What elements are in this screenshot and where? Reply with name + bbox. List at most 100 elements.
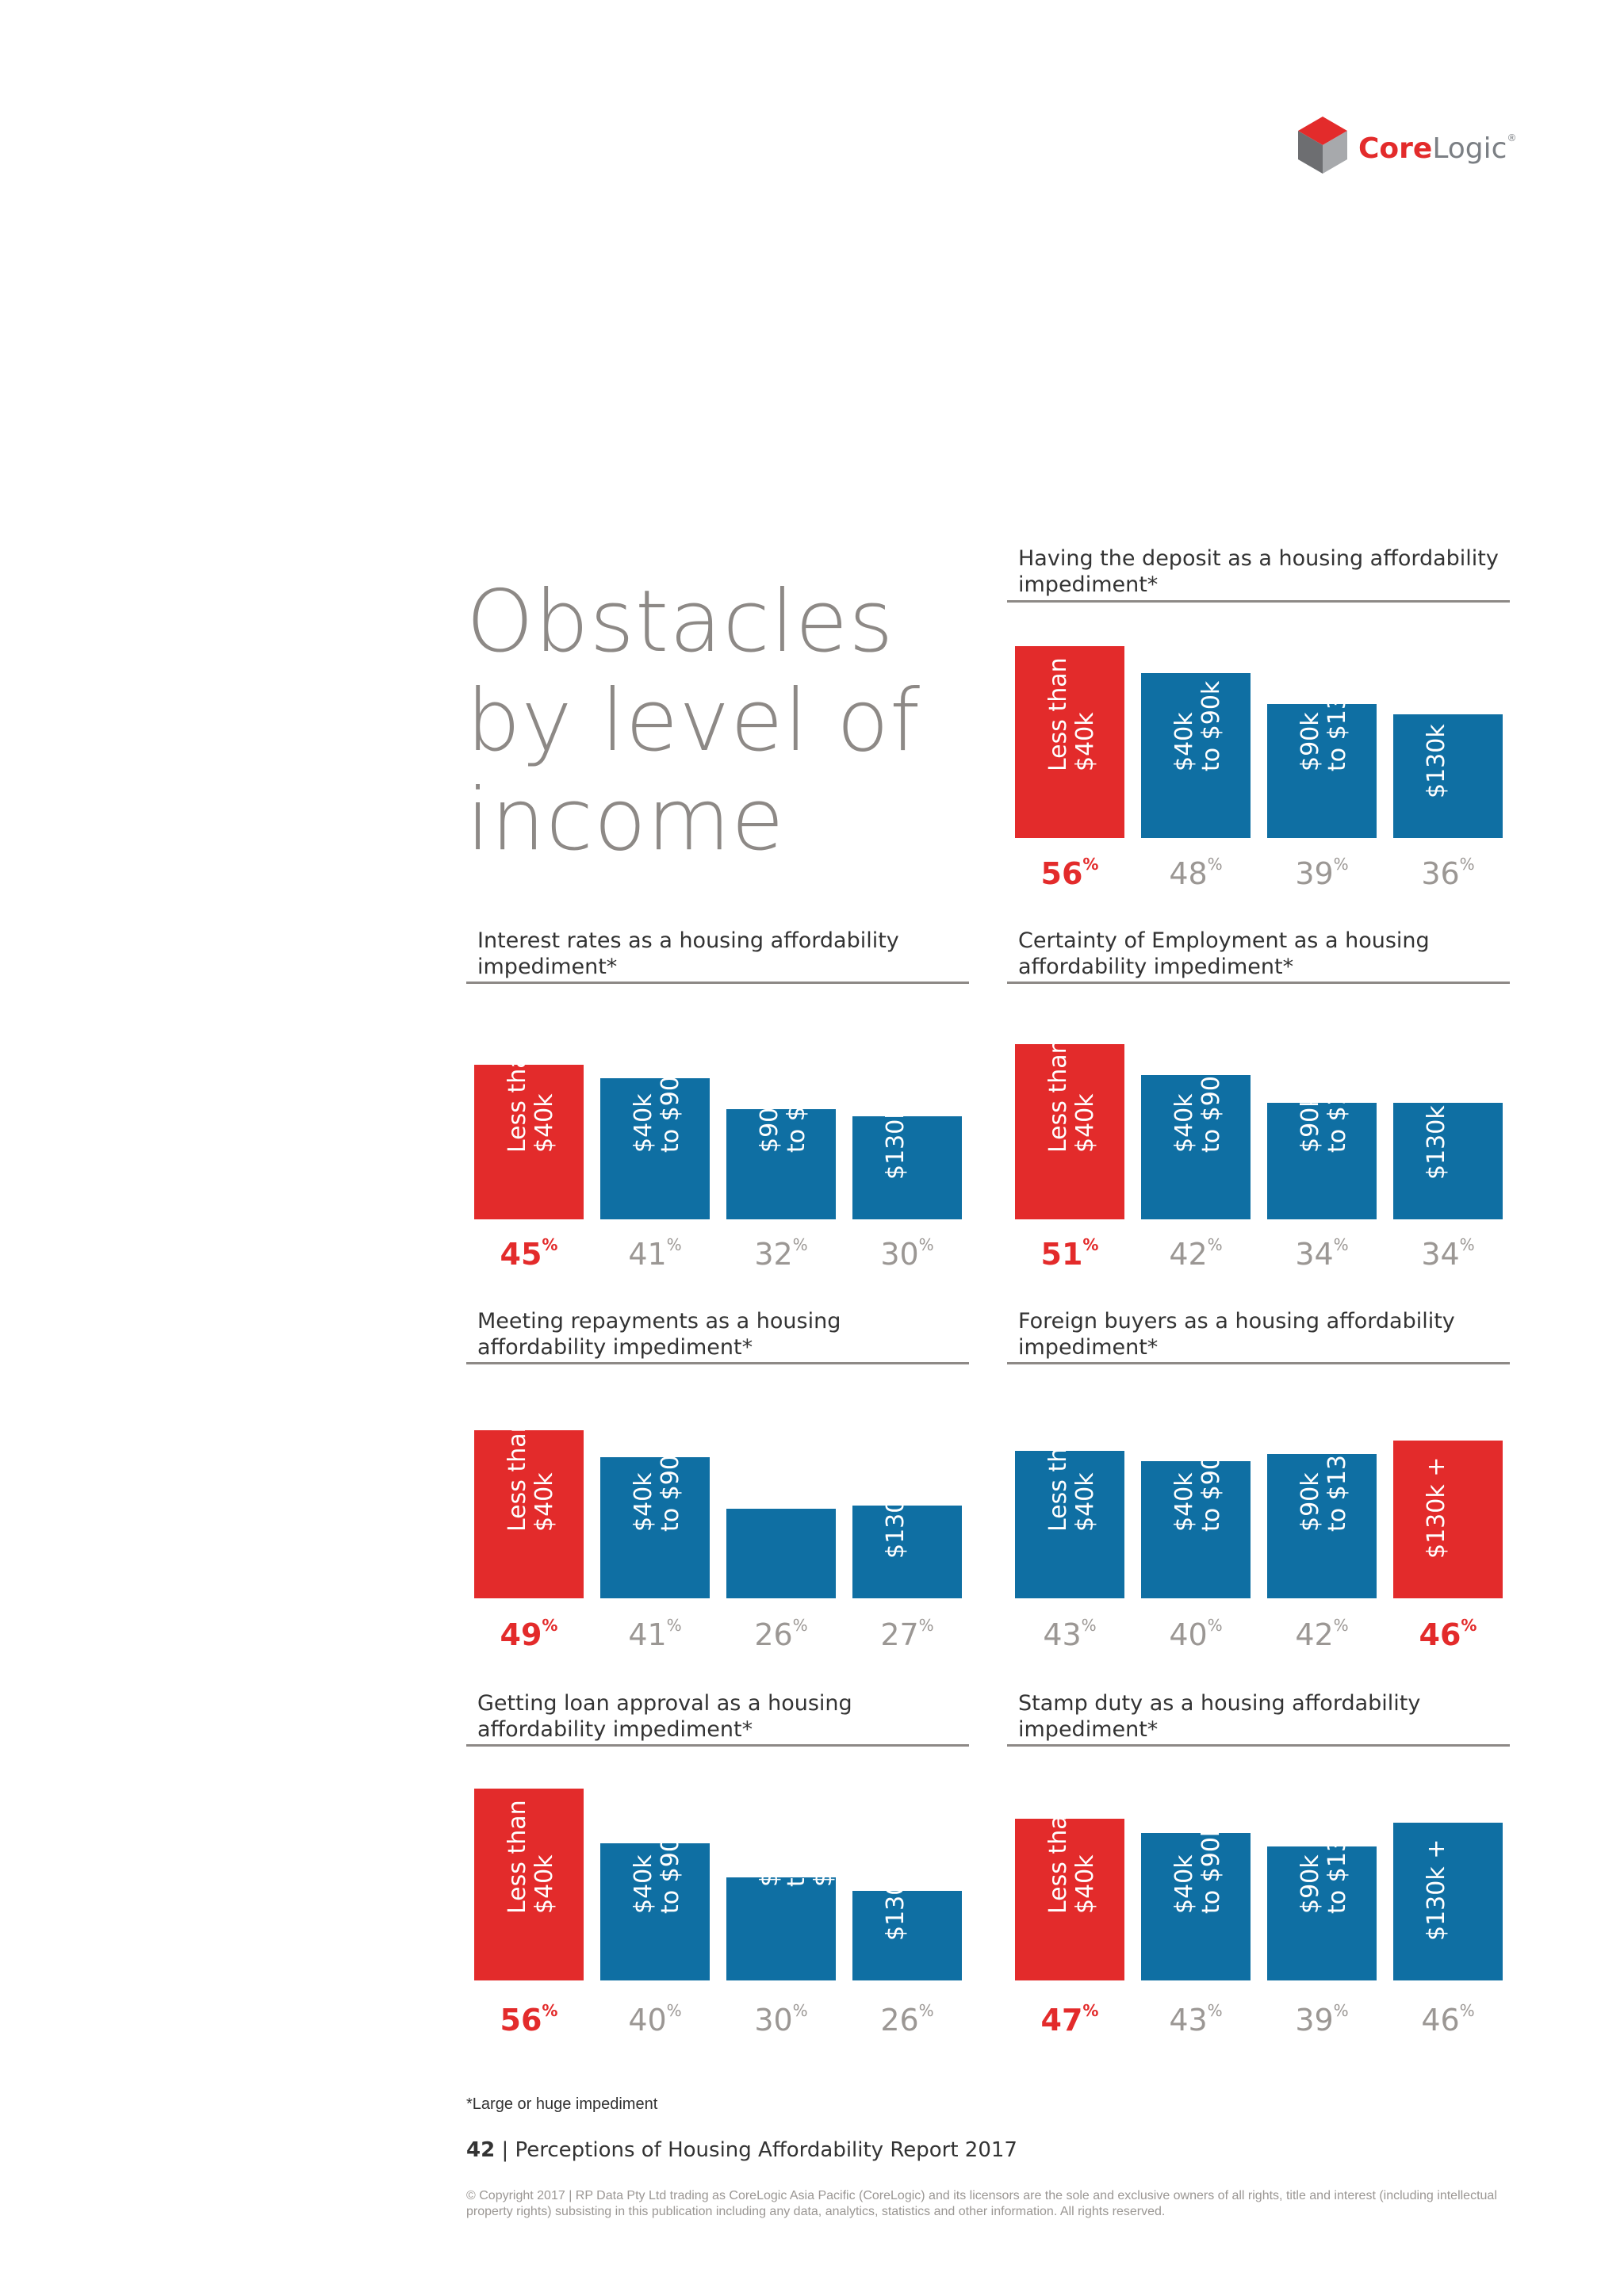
bar-category-label: $90k to $130k xyxy=(1297,1808,1351,1914)
bar-category-label: Less than $40k xyxy=(1044,657,1099,771)
page-number: 42 xyxy=(466,2138,496,2162)
chart-bar: $40k to $90k xyxy=(1141,1062,1251,1219)
bar-value-label: 46% xyxy=(1419,1616,1477,1652)
bar-value-label: 41% xyxy=(628,1616,682,1652)
bar-value-label: 56% xyxy=(500,2001,558,2038)
page-footer: 42 | Perceptions of Housing Affordabilit… xyxy=(466,2138,1017,2162)
chart-bar: Less than $40k xyxy=(1015,1039,1124,1219)
title-line-2: by level of xyxy=(466,672,921,771)
title-line-3: income xyxy=(466,771,785,870)
bar-category-label: $40k to $90k xyxy=(1170,1062,1225,1153)
bar-value-label: 49% xyxy=(500,1616,558,1652)
bar-value-label: 36% xyxy=(1421,855,1475,891)
bar-category-label: Less than $40k xyxy=(1044,1039,1099,1153)
chart-bar: $90k to $130k xyxy=(1267,1808,1377,1980)
title-line-1: Obstacles xyxy=(466,572,894,672)
bar-value-label: 32% xyxy=(754,1235,808,1272)
bar-value-label: 41% xyxy=(628,1235,682,1272)
bar-category-label: Less than $40k xyxy=(1044,1800,1099,1914)
chart-bar: $90k to $130k xyxy=(726,1047,836,1219)
chart-bar: $130k + xyxy=(852,1839,962,1980)
chart-title-rule xyxy=(466,1362,969,1364)
chart-title: Having the deposit as a housing affordab… xyxy=(1018,546,1499,597)
bar-category-label: $40k to $90k xyxy=(1170,1823,1225,1914)
chart-bar: Less than $40k xyxy=(474,1039,584,1219)
bar-category-label: $130k + xyxy=(1423,1077,1450,1180)
bar-value-label: 39% xyxy=(1295,2001,1349,2038)
chart-bar: $130k + xyxy=(1393,1078,1503,1219)
bar-value-label: 34% xyxy=(1421,1235,1475,1272)
chart-bar: $90k to $130k xyxy=(1267,1047,1377,1219)
chart-bar: $130k + xyxy=(852,1078,962,1219)
bar-value-label: 26% xyxy=(754,1616,808,1652)
bar-value-label: 26% xyxy=(880,2001,934,2038)
bar-category-label: $90k to $130k xyxy=(1297,665,1351,771)
chart-title-rule xyxy=(466,982,969,984)
bar-category-label: Less than $40k xyxy=(504,1800,558,1914)
bar-category-label: $90k to $130k xyxy=(756,1812,837,1887)
bar-category-label: $40k to $90k xyxy=(630,1062,684,1153)
logo-core: Core xyxy=(1358,132,1433,165)
bar-category-label: $130k + xyxy=(1423,1839,1450,1941)
bar-value-label: 34% xyxy=(1295,1235,1349,1272)
chart-title-rule xyxy=(1007,600,1510,603)
bar-category-label: $90k to $130k xyxy=(756,1047,810,1153)
bar-value-label: 30% xyxy=(754,2001,808,2038)
bar-category-label: $40k to $90k xyxy=(630,1441,684,1532)
bar-category-label: $90k to $130k xyxy=(756,1430,837,1505)
chart-title: Interest rates as a housing affordabilit… xyxy=(477,928,899,979)
report-title: Perceptions of Housing Affordability Rep… xyxy=(515,2138,1017,2162)
logo-logic: Logic xyxy=(1432,132,1507,165)
bar-category-label: $40k to $90k xyxy=(1170,1441,1225,1532)
chart-bar: $40k to $90k xyxy=(1141,1823,1251,1980)
bar-value-label: 30% xyxy=(880,1235,934,1272)
bar-category-label: $130k + xyxy=(882,1456,910,1559)
page-separator: | xyxy=(495,2138,515,2162)
bar-category-label: $90k to $130k xyxy=(1297,1047,1351,1153)
bar-category-label: $90k to $130k xyxy=(1297,1425,1351,1532)
chart-bar: $130k + xyxy=(1393,1823,1503,1980)
chart-title: Certainty of Employment as a housing aff… xyxy=(1018,928,1430,979)
bar-category-label: $130k + xyxy=(882,1839,910,1941)
chart-bar: $40k to $90k xyxy=(600,1441,710,1598)
bar-category-label: $40k to $90k xyxy=(1170,680,1225,771)
bar-category-label: $130k + xyxy=(1423,1456,1450,1559)
bar-value-label: 47% xyxy=(1040,2001,1099,2038)
chart-title-rule xyxy=(1007,1744,1510,1747)
chart-bar: $40k to $90k xyxy=(600,1823,710,1980)
bar-value-label: 43% xyxy=(1169,2001,1223,2038)
logo-cube-icon xyxy=(1298,117,1347,174)
bar-value-label: 51% xyxy=(1040,1235,1099,1272)
chart-bar: $130k + xyxy=(1393,1441,1503,1598)
chart-bar: Less than $40k xyxy=(474,1789,584,1980)
chart-title: Getting loan approval as a housing affor… xyxy=(477,1691,852,1742)
chart-bar: $130k + xyxy=(1393,697,1503,838)
bar-category-label: Less than $40k xyxy=(504,1039,558,1153)
chart-bar: Less than $40k xyxy=(1015,646,1124,838)
logo-trademark: ® xyxy=(1507,132,1517,144)
bar-value-label: 48% xyxy=(1169,855,1223,891)
chart-bar: $90k to $130k xyxy=(726,1430,837,1598)
bar-value-label: 40% xyxy=(628,2001,682,2038)
bar-value-label: 46% xyxy=(1421,2001,1475,2038)
chart-bar: $130k + xyxy=(852,1457,962,1598)
chart-bar: $90k to $130k xyxy=(1267,1426,1377,1598)
bar-category-label: $130k + xyxy=(1423,696,1450,798)
corelogic-logo: CoreLogic® xyxy=(1297,115,1516,178)
chart-bar: $90k to $130k xyxy=(1267,666,1377,838)
bar-value-label: 40% xyxy=(1169,1616,1223,1652)
chart-title-rule xyxy=(1007,982,1510,984)
bar-value-label: 27% xyxy=(880,1616,934,1652)
chart-bar: Less than $40k xyxy=(1015,1800,1124,1980)
chart-bar: $90k to $130k xyxy=(726,1812,837,1980)
chart-title: Foreign buyers as a housing affordabilit… xyxy=(1018,1309,1455,1360)
bar-value-label: 45% xyxy=(500,1235,558,1272)
chart-bar: Less than $40k xyxy=(474,1418,584,1598)
bar-value-label: 56% xyxy=(1040,855,1099,891)
chart-bar: $40k to $90k xyxy=(1141,1441,1251,1598)
copyright-notice: © Copyright 2017 | RP Data Pty Ltd tradi… xyxy=(466,2189,1497,2218)
footnote: *Large or huge impediment xyxy=(466,2095,658,2113)
bar-value-label: 42% xyxy=(1169,1235,1223,1272)
bar-category-label: Less than $40k xyxy=(504,1418,558,1532)
chart-bar: $40k to $90k xyxy=(600,1062,710,1219)
